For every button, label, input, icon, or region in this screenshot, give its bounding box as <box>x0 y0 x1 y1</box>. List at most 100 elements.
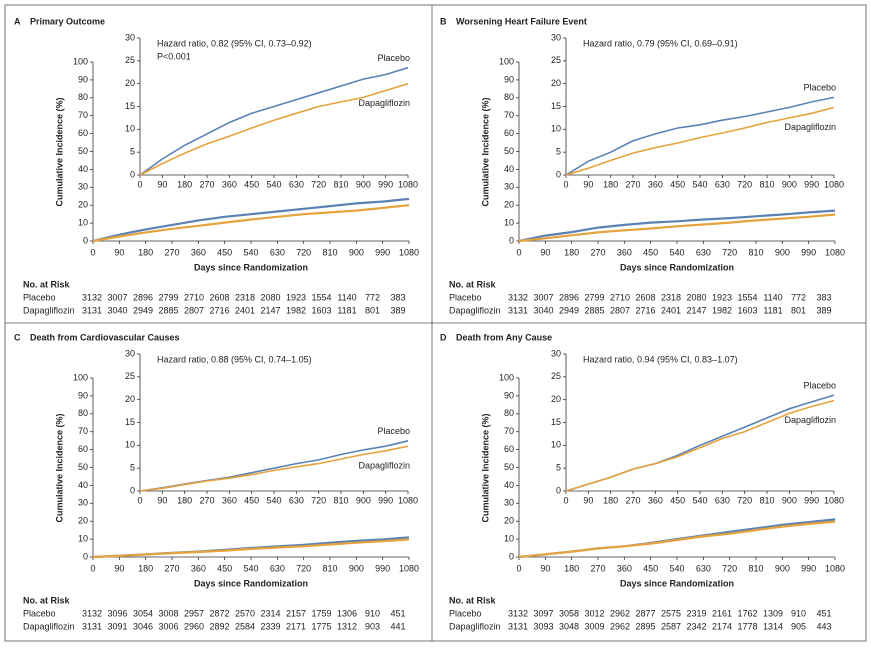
risk-value: 2716 <box>209 305 229 315</box>
inset-y-tick-label: 25 <box>125 371 135 381</box>
main-x-tick-label: 540 <box>243 247 258 257</box>
y-axis-label: Cumulative Incidence (%) <box>54 413 64 522</box>
annotation: P<0.001 <box>157 51 191 61</box>
main-x-tick-label: 90 <box>540 563 550 573</box>
risk-value: 3007 <box>533 292 553 302</box>
risk-value: 3096 <box>107 608 127 618</box>
inset-y-tick-label: 20 <box>551 78 561 88</box>
main-y-tick-label: 10 <box>78 533 88 543</box>
main-x-tick-label: 180 <box>564 247 579 257</box>
main-curve <box>92 204 410 243</box>
risk-value: 2716 <box>635 305 655 315</box>
main-x-tick-label: 540 <box>669 563 684 573</box>
risk-value: 2960 <box>184 621 204 631</box>
risk-value: 2608 <box>209 292 229 302</box>
main-y-tick-label: 30 <box>78 182 88 192</box>
main-curve <box>518 520 836 559</box>
main-x-tick-label: 450 <box>643 563 658 573</box>
main-x-tick-label: 270 <box>590 247 605 257</box>
risk-value: 3058 <box>559 608 579 618</box>
series-label: Dapagliflozin <box>784 415 836 425</box>
risk-value: 2157 <box>286 608 306 618</box>
risk-value: 451 <box>390 608 405 618</box>
risk-value: 3006 <box>158 621 178 631</box>
main-y-tick-label: 20 <box>504 200 514 210</box>
inset-y-tick-label: 15 <box>551 101 561 111</box>
x-axis-label: Days since Randomization <box>620 578 734 588</box>
inset-x-tick-label: 0 <box>563 179 568 189</box>
series-label: Dapagliflozin <box>358 461 410 471</box>
risk-value: 2949 <box>133 305 153 315</box>
main-y-tick-label: 90 <box>504 390 514 400</box>
main-y-tick-label: 40 <box>504 164 514 174</box>
inset-x-tick-label: 270 <box>625 495 640 505</box>
risk-value: 2949 <box>559 305 579 315</box>
inset-x-tick-label: 810 <box>759 179 774 189</box>
inset-y-tick-label: 5 <box>130 147 135 157</box>
inset-x-tick-label: 90 <box>583 495 593 505</box>
main-y-tick-label: 100 <box>499 372 514 382</box>
main-y-tick-label: 90 <box>504 74 514 84</box>
x-axis-label: Days since Randomization <box>194 262 308 272</box>
main-y-tick-label: 90 <box>78 390 88 400</box>
risk-value: 1306 <box>337 608 357 618</box>
inset-curve <box>565 399 835 492</box>
risk-value: 2342 <box>686 621 706 631</box>
inset-x-tick-label: 360 <box>648 179 663 189</box>
risk-value: 3008 <box>158 608 178 618</box>
inset-x-tick-label: 450 <box>244 179 259 189</box>
main-x-tick-label: 0 <box>90 247 95 257</box>
risk-value: 3132 <box>82 608 102 618</box>
main-y-tick-label: 40 <box>504 480 514 490</box>
inset-x-tick-label: 180 <box>177 495 192 505</box>
risk-value: 3093 <box>533 621 553 631</box>
risk-value: 383 <box>390 292 405 302</box>
risk-row-name: Dapagliflozin <box>449 305 501 315</box>
series-label: Placebo <box>377 53 410 63</box>
main-x-tick-label: 360 <box>617 247 632 257</box>
risk-row-name: Placebo <box>23 608 56 618</box>
main-x-tick-label: 630 <box>270 563 285 573</box>
risk-value: 910 <box>365 608 380 618</box>
inset-y-tick-label: 25 <box>551 371 561 381</box>
inset-y-tick-label: 10 <box>551 440 561 450</box>
risk-value: 3131 <box>82 305 102 315</box>
risk-value: 3046 <box>133 621 153 631</box>
main-y-tick-label: 70 <box>504 110 514 120</box>
main-y-tick-label: 80 <box>78 408 88 418</box>
risk-value: 1778 <box>737 621 757 631</box>
inset-y-tick-label: 5 <box>556 147 561 157</box>
inset-x-tick-label: 0 <box>563 495 568 505</box>
risk-title: No. at Risk <box>449 595 497 605</box>
inset-x-tick-label: 540 <box>692 495 707 505</box>
panel-letter: C <box>14 332 21 342</box>
risk-value: 3091 <box>107 621 127 631</box>
risk-value: 2885 <box>158 305 178 315</box>
main-x-tick-label: 990 <box>375 563 390 573</box>
main-x-tick-label: 360 <box>617 563 632 573</box>
risk-value: 1181 <box>337 305 356 315</box>
main-x-tick-label: 990 <box>801 247 816 257</box>
annotation: Hazard ratio, 0.82 (95% CI, 0.73–0.92) <box>157 38 312 48</box>
inset-x-tick-label: 1080 <box>824 179 844 189</box>
main-y-tick-label: 40 <box>78 164 88 174</box>
panel-letter: A <box>14 16 21 26</box>
inset-curve <box>139 445 409 492</box>
risk-value: 3132 <box>508 608 528 618</box>
inset-x-tick-label: 270 <box>199 495 214 505</box>
inset-x-tick-label: 630 <box>715 179 730 189</box>
risk-value: 2147 <box>686 305 706 315</box>
series-label: Dapagliflozin <box>784 122 836 132</box>
inset-x-tick-label: 0 <box>137 179 142 189</box>
risk-title: No. at Risk <box>449 279 497 289</box>
inset-x-tick-label: 270 <box>625 179 640 189</box>
main-y-tick-label: 0 <box>83 235 88 245</box>
series-label: Placebo <box>377 426 410 436</box>
inset-x-tick-label: 990 <box>378 179 393 189</box>
inset-y-tick-label: 30 <box>125 348 135 358</box>
risk-value: 3009 <box>584 621 604 631</box>
main-curve <box>518 213 836 243</box>
risk-value: 2957 <box>184 608 204 618</box>
risk-value: 389 <box>390 305 405 315</box>
